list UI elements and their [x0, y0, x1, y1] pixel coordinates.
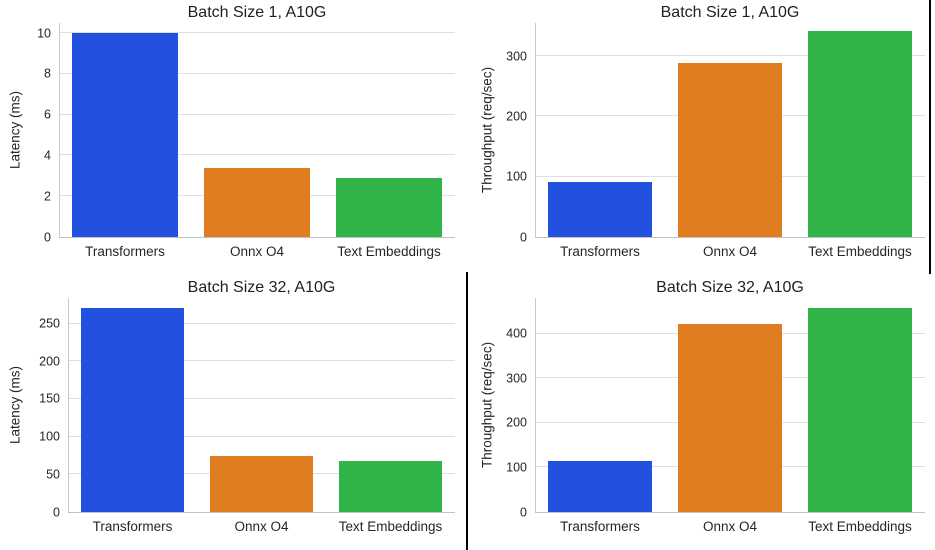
- x-tick-label-text-embeddings: Text Embeddings: [338, 519, 443, 534]
- y-tick-label: 2: [44, 189, 51, 203]
- bar-onnx-o4: [204, 167, 310, 237]
- plot-area: 0 50 100 150 200 250 Transformers Onnx O4 Text E…: [39, 298, 455, 533]
- chart-latency-batch-32: Batch Size 32, A10G Latency (ms) 0 50 100 1…: [0, 275, 468, 550]
- y-axis-label: Latency (ms): [7, 90, 23, 170]
- y-tick-label: 0: [520, 504, 527, 519]
- grid-line: [68, 435, 455, 437]
- bar-transformers: [80, 307, 185, 512]
- y-tick-label: 6: [44, 107, 51, 122]
- y-axis-label: Throughput (req/sec): [479, 66, 495, 194]
- y-tick-label: 50: [46, 467, 60, 482]
- y-axis-line: [68, 298, 69, 512]
- y-tick-label: 200: [506, 415, 527, 430]
- y-tick-label: 0: [44, 229, 51, 244]
- x-tick-label-onnx-o4: Onnx O4: [229, 244, 285, 259]
- y-tick-label: 100: [506, 460, 527, 475]
- y-tick-label: 100: [39, 429, 60, 444]
- y-tick-label: 8: [44, 66, 51, 81]
- grid-line: [59, 154, 455, 156]
- x-axis-line: [535, 512, 925, 513]
- y-axis-line: [535, 298, 536, 512]
- x-tick-label-transformers: Transformers: [92, 519, 173, 534]
- bar-transformers: [548, 181, 652, 237]
- x-tick-label-onnx-o4: Onnx O4: [702, 244, 758, 259]
- chart-throughput-batch-32: Batch Size 32, A10G Throughput (req/sec)…: [468, 275, 935, 550]
- x-tick-label-text-embeddings: Text Embeddings: [808, 244, 912, 259]
- chart-title: Batch Size 32, A10G: [656, 279, 804, 296]
- bar-onnx-o4: [678, 62, 782, 237]
- chart-latency-batch-1: Batch Size 1, A10G Latency (ms) 0 2 4 6 8 10 T…: [0, 0, 468, 275]
- y-tick-label: 400: [506, 326, 527, 341]
- chart-throughput-batch-1: Batch Size 1, A10G Throughput (req/sec) …: [468, 0, 935, 275]
- grid-line: [68, 322, 455, 324]
- x-tick-label-transformers: Transformers: [560, 519, 640, 534]
- chart-title: Batch Size 32, A10G: [187, 279, 336, 296]
- y-axis-label: Throughput (req/sec): [479, 341, 495, 469]
- plot-area: 0 100 200 300 Transformers Onnx O4 Text Embedd…: [506, 23, 925, 258]
- vertical-divider-bottom-middle: [466, 272, 468, 550]
- grid-line: [535, 55, 925, 57]
- grid-line: [59, 72, 455, 74]
- y-tick-label: 10: [37, 25, 51, 40]
- y-tick-label: 200: [506, 109, 527, 124]
- x-axis-line: [59, 237, 455, 238]
- bar-onnx-o4: [678, 324, 782, 512]
- y-tick-label: 100: [506, 169, 527, 184]
- y-tick-label: 300: [506, 48, 527, 63]
- bar-transformers: [548, 460, 652, 512]
- plot-area: 0 2 4 6 8 10 Transformers Onnx O4 Text Embedding…: [37, 23, 455, 258]
- chart-title: Batch Size 1, A10G: [187, 4, 327, 21]
- vertical-divider-top-right: [929, 0, 931, 274]
- plot-area: 0 100 200 300 400 Transformers Onnx O4 Text Emb…: [506, 298, 925, 533]
- y-tick-label: 200: [39, 354, 60, 369]
- grid-line: [68, 397, 455, 399]
- y-tick-label: 0: [520, 229, 527, 244]
- bar-onnx-o4: [209, 455, 314, 512]
- bar-text-embeddings: [808, 307, 912, 512]
- bar-text-embeddings: [336, 177, 442, 237]
- y-axis-line: [59, 23, 60, 237]
- y-axis-line: [535, 23, 536, 237]
- x-tick-label-onnx-o4: Onnx O4: [234, 519, 289, 534]
- x-axis-line: [535, 237, 925, 238]
- y-tick-label: 150: [39, 391, 60, 406]
- bar-transformers: [72, 33, 178, 237]
- x-tick-label-onnx-o4: Onnx O4: [702, 519, 758, 534]
- x-tick-label-transformers: Transformers: [85, 244, 165, 259]
- y-tick-label: 300: [506, 371, 527, 385]
- x-tick-label-text-embeddings: Text Embeddings: [337, 244, 441, 259]
- bar-text-embeddings: [338, 460, 443, 512]
- bar-text-embeddings: [808, 31, 912, 237]
- grid-line: [59, 32, 455, 34]
- chart-title: Batch Size 1, A10G: [660, 4, 800, 21]
- grid-line: [68, 360, 455, 362]
- y-tick-label: 250: [39, 316, 60, 331]
- y-axis-label: Latency (ms): [7, 365, 23, 445]
- x-tick-label-text-embeddings: Text Embeddings: [808, 519, 912, 534]
- x-axis-line: [68, 512, 455, 513]
- grid-line: [59, 113, 455, 115]
- y-tick-label: 4: [44, 148, 51, 163]
- x-tick-label-transformers: Transformers: [560, 244, 640, 259]
- y-tick-label: 0: [53, 504, 60, 519]
